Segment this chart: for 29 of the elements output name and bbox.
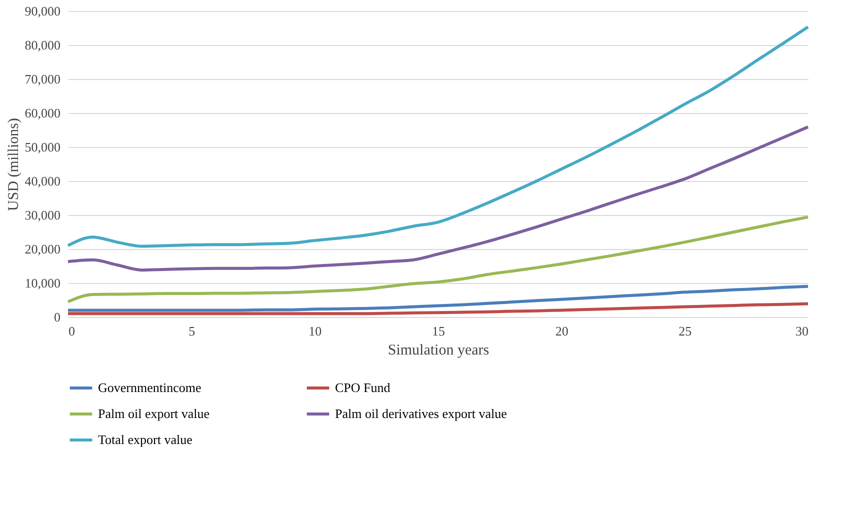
x-axis-title: Simulation years bbox=[388, 342, 490, 358]
line-series bbox=[66, 284, 810, 312]
legend-label: Palm oil export value bbox=[98, 406, 210, 421]
x-tick-label: 15 bbox=[432, 324, 445, 338]
x-tick-label: 25 bbox=[678, 324, 692, 338]
y-tick-label: 70,000 bbox=[24, 72, 60, 86]
y-tick-label: 0 bbox=[54, 310, 60, 324]
y-tick-label: 90,000 bbox=[24, 4, 60, 18]
y-axis-title: USD (millions) bbox=[6, 118, 22, 211]
legend-label: Governmentincome bbox=[98, 380, 202, 395]
line-series bbox=[66, 25, 810, 248]
y-tick-label: 50,000 bbox=[24, 140, 60, 154]
x-tick-label: 0 bbox=[68, 324, 75, 338]
line-series bbox=[66, 125, 810, 272]
legend-label: Palm oil derivatives export value bbox=[335, 406, 508, 421]
x-tick-label: 20 bbox=[555, 324, 568, 338]
y-tick-label: 30,000 bbox=[24, 208, 60, 222]
y-tick-label: 60,000 bbox=[24, 106, 60, 120]
line-series bbox=[66, 216, 810, 304]
y-tick-label: 80,000 bbox=[24, 38, 60, 52]
x-tick-label: 10 bbox=[308, 324, 322, 338]
y-tick-label: 10,000 bbox=[24, 276, 60, 290]
y-tick-label: 40,000 bbox=[24, 174, 60, 188]
legend-label: CPO Fund bbox=[335, 380, 391, 395]
line-series bbox=[66, 302, 810, 316]
x-tick-label: 30 bbox=[796, 324, 808, 338]
legend-label: Total export value bbox=[98, 432, 193, 447]
x-tick-label: 5 bbox=[188, 324, 196, 338]
y-tick-label: 20,000 bbox=[24, 242, 60, 256]
